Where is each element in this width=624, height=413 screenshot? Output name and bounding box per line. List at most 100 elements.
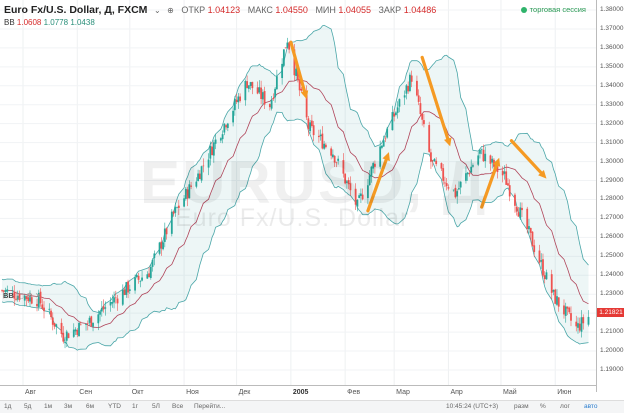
session-label: торговая сессия xyxy=(529,5,586,14)
range-5d[interactable]: 5д xyxy=(24,403,32,410)
candle-body xyxy=(239,96,242,101)
candle-body xyxy=(564,306,567,316)
range-5y[interactable]: 5Л xyxy=(152,403,160,410)
candle-body xyxy=(139,280,142,282)
candle-body xyxy=(249,82,252,86)
indicator-row: BB 1.0608 1.0778 1.0438 xyxy=(4,18,95,27)
scale-option[interactable]: разм xyxy=(514,403,529,410)
candle-body xyxy=(324,144,327,148)
candle-body xyxy=(407,85,410,92)
candle-body xyxy=(1,290,3,291)
candle-body xyxy=(305,91,308,118)
candle-body xyxy=(114,297,117,299)
candle-body xyxy=(452,189,455,191)
candle-body xyxy=(37,292,40,307)
candle-body xyxy=(282,49,285,66)
candle-body xyxy=(60,322,63,334)
range-1m[interactable]: 1м xyxy=(44,403,53,410)
candle-body xyxy=(538,250,541,263)
candle-body xyxy=(53,323,56,327)
candle-body xyxy=(13,292,16,299)
indicator-controls-icons[interactable]: ▢ ⚙ ✕ xyxy=(16,291,42,300)
candle-body xyxy=(575,321,578,327)
trend-arrow-down xyxy=(289,40,307,94)
chart-grid xyxy=(0,0,596,386)
price-tick: 1.35000 xyxy=(600,62,624,70)
candle-body xyxy=(111,302,114,304)
candle-body xyxy=(526,208,529,229)
candle-body xyxy=(423,120,425,125)
candle-body xyxy=(113,297,115,303)
candle-body xyxy=(563,305,565,315)
bb-basis-value: 1.0608 xyxy=(16,18,42,27)
range-1d[interactable]: 1д xyxy=(4,403,12,410)
price-tick: 1.24000 xyxy=(600,271,624,279)
candle-body xyxy=(88,317,91,323)
candle-body xyxy=(48,308,51,310)
price-tick: 1.33000 xyxy=(600,100,624,108)
candle-body xyxy=(521,207,523,211)
candle-body xyxy=(288,42,291,50)
indicator-legend[interactable]: BB ▢ ⚙ ✕ xyxy=(3,291,41,300)
candle-body xyxy=(514,194,516,206)
candle-body xyxy=(211,146,213,156)
candle-body xyxy=(51,317,54,325)
clock-time[interactable]: 10:45:24 (UTC+3) xyxy=(446,403,499,410)
price-tick: 1.23000 xyxy=(600,290,624,298)
candle-body xyxy=(244,81,247,101)
candle-body xyxy=(148,273,150,278)
chevron-down-icon[interactable]: ⌄ xyxy=(153,6,161,15)
candle-body xyxy=(153,253,156,259)
price-chart[interactable] xyxy=(0,0,596,386)
price-tick: 1.32000 xyxy=(600,119,624,127)
price-tick: 1.29000 xyxy=(600,176,624,184)
candle-body xyxy=(41,304,44,309)
candle-body xyxy=(300,88,303,91)
candle-body xyxy=(121,289,124,305)
candle-body xyxy=(465,173,467,181)
candle-body xyxy=(372,163,375,169)
candle-body xyxy=(43,307,45,312)
candle-body xyxy=(489,155,492,164)
candle-body xyxy=(212,142,215,156)
candle-body xyxy=(519,207,522,219)
goto-date-button[interactable]: Перейти... xyxy=(194,403,226,410)
log-option[interactable]: лог xyxy=(560,403,570,410)
candle-body xyxy=(195,181,198,187)
candle-body xyxy=(501,170,504,176)
candle-body xyxy=(226,123,229,128)
range-ytd[interactable]: YTD xyxy=(108,403,121,410)
candle-body xyxy=(428,125,431,152)
candle-body xyxy=(447,187,450,189)
low-value: 1.04055 xyxy=(338,5,371,15)
time-axis[interactable]: Авг Сен Окт Ноя Дек 2005 Фев Мар Апр Май Июн xyxy=(0,385,596,401)
range-3m[interactable]: 3м xyxy=(64,403,73,410)
candle-body xyxy=(274,88,277,98)
candle-body xyxy=(270,99,273,109)
candle-body xyxy=(2,290,5,292)
percent-option[interactable]: % xyxy=(540,403,546,410)
candle-body xyxy=(491,158,494,163)
range-1y[interactable]: 1г xyxy=(132,403,138,410)
candle-body xyxy=(479,149,481,154)
candle-body xyxy=(507,183,509,186)
candle-body xyxy=(515,206,518,212)
compare-plus-icon[interactable]: ⊕ xyxy=(167,6,174,15)
candle-body xyxy=(76,329,79,335)
range-6m[interactable]: 6м xyxy=(86,403,95,410)
time-tick: Авг xyxy=(25,389,36,396)
session-status: торговая сессия xyxy=(520,5,586,14)
candle-body xyxy=(431,160,434,161)
candle-body xyxy=(233,98,236,111)
symbol-title[interactable]: Euro Fx/U.S. Dollar, Д, FXCM xyxy=(4,4,148,16)
open-label: ОТКР xyxy=(181,5,206,15)
indicator-name[interactable]: BB xyxy=(4,18,15,27)
price-axis[interactable]: 1.38000 1.37000 1.36000 1.35000 1.34000 1.330… xyxy=(596,0,624,392)
range-all[interactable]: Все xyxy=(172,403,184,410)
candle-body xyxy=(247,85,250,89)
auto-option[interactable]: авто xyxy=(584,403,598,410)
time-tick: Апр xyxy=(450,389,463,396)
price-tick: 1.27000 xyxy=(600,214,624,222)
candle-body xyxy=(29,296,31,302)
candle-body xyxy=(235,99,238,103)
